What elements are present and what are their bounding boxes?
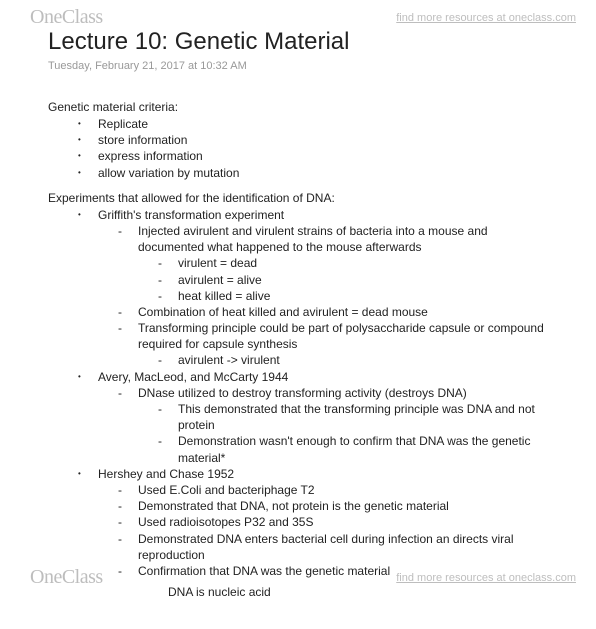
logo-one: One bbox=[30, 6, 62, 28]
section1-head: Genetic material criteria: bbox=[48, 100, 556, 114]
list-item: Used E.Coli and bacteriphage T2 bbox=[48, 482, 556, 498]
list-item: Combination of heat killed and avirulent… bbox=[48, 304, 556, 320]
section2-head: Experiments that allowed for the identif… bbox=[48, 191, 556, 205]
watermark-header: OneClass find more resources at oneclass… bbox=[0, 2, 596, 33]
list-item: Replicate bbox=[48, 116, 556, 132]
list-item: heat killed = alive bbox=[48, 288, 556, 304]
list-item: DNase utilized to destroy transforming a… bbox=[48, 385, 556, 401]
logo: OneClass bbox=[30, 566, 103, 589]
list-item: Griffith's transformation experiment bbox=[48, 207, 556, 223]
list-item: Demonstration wasn't enough to confirm t… bbox=[48, 433, 556, 465]
list-item: This demonstrated that the transforming … bbox=[48, 401, 556, 433]
logo-class: Class bbox=[62, 566, 103, 588]
list-item: express information bbox=[48, 148, 556, 164]
logo-class: Class bbox=[62, 6, 103, 28]
criteria-list: Replicate store information express info… bbox=[48, 116, 556, 181]
logo-one: One bbox=[30, 566, 62, 588]
list-item: Injected avirulent and virulent strains … bbox=[48, 223, 556, 255]
list-item: avirulent -> virulent bbox=[48, 352, 556, 368]
list-item: Demonstrated that DNA, not protein is th… bbox=[48, 498, 556, 514]
experiments-list: Griffith's transformation experiment Inj… bbox=[48, 207, 556, 579]
list-item: avirulent = alive bbox=[48, 272, 556, 288]
list-item: store information bbox=[48, 132, 556, 148]
resources-link-bottom[interactable]: find more resources at oneclass.com bbox=[396, 572, 576, 584]
list-item: Avery, MacLeod, and McCarty 1944 bbox=[48, 369, 556, 385]
list-item: Transforming principle could be part of … bbox=[48, 320, 556, 352]
resources-link-top[interactable]: find more resources at oneclass.com bbox=[396, 12, 576, 24]
watermark-footer: OneClass find more resources at oneclass… bbox=[0, 562, 596, 593]
list-item: Demonstrated DNA enters bacterial cell d… bbox=[48, 531, 556, 563]
list-item: allow variation by mutation bbox=[48, 165, 556, 181]
list-item: Hershey and Chase 1952 bbox=[48, 466, 556, 482]
document-body: Lecture 10: Genetic Material Tuesday, Fe… bbox=[0, 0, 596, 629]
list-item: Used radioisotopes P32 and 35S bbox=[48, 514, 556, 530]
list-item: virulent = dead bbox=[48, 255, 556, 271]
logo: OneClass bbox=[30, 6, 103, 29]
date-line: Tuesday, February 21, 2017 at 10:32 AM bbox=[48, 60, 556, 72]
